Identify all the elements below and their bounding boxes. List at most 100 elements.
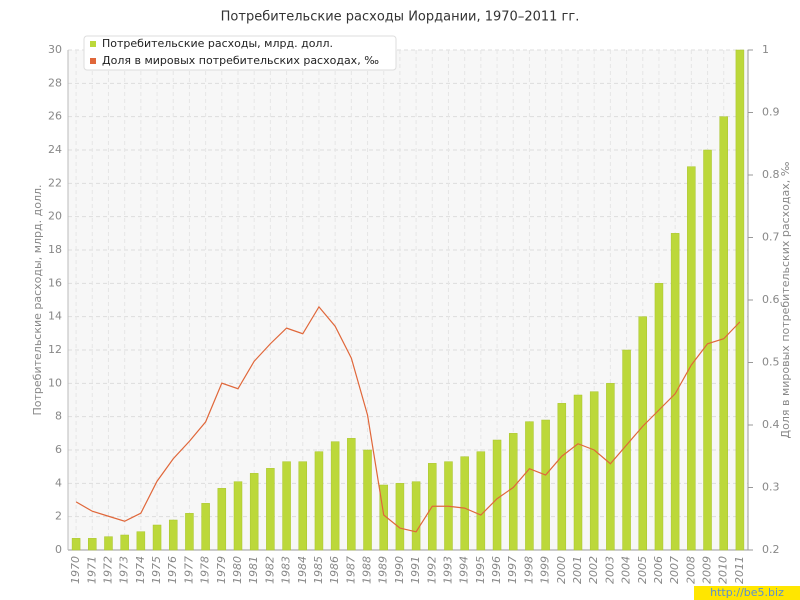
bar xyxy=(266,468,275,551)
y2-tick-label: 0.8 xyxy=(762,168,780,181)
legend-box xyxy=(83,35,397,71)
y-tick-label: 10 xyxy=(48,376,62,389)
bar xyxy=(217,488,227,551)
y-tick-label: 16 xyxy=(48,276,62,289)
x-tick-label: 1971 xyxy=(85,556,98,584)
x-tick-label: 2006 xyxy=(652,556,665,584)
x-tick-label: 2004 xyxy=(620,556,633,584)
bar xyxy=(687,166,696,551)
bar xyxy=(541,419,550,551)
x-tick-label: 1970 xyxy=(69,556,82,584)
y-tick-label: 8 xyxy=(55,410,62,423)
line xyxy=(75,305,741,533)
bar xyxy=(88,538,97,551)
x-tick-label: 2008 xyxy=(684,556,697,584)
y2-tick-label: 0.9 xyxy=(762,106,780,119)
bar xyxy=(201,503,210,551)
bar xyxy=(719,116,728,551)
bar xyxy=(168,519,178,551)
bar xyxy=(249,473,259,551)
bar xyxy=(606,383,615,551)
x-tick-label: 2010 xyxy=(717,556,730,584)
x-tick-label: 1998 xyxy=(522,556,535,584)
y-tick-label: 22 xyxy=(48,176,62,189)
y-tick-label: 2 xyxy=(55,510,62,523)
y2-tick-label: 0.7 xyxy=(762,231,780,244)
bar xyxy=(347,438,356,551)
bar xyxy=(152,524,162,551)
y2-tick-label: 0.3 xyxy=(762,481,780,494)
x-tick-label: 1989 xyxy=(377,556,390,584)
y-tick-label: 4 xyxy=(55,476,62,489)
y2-tick-label: 0.4 xyxy=(762,418,780,431)
y-axis-label: Потребительские расходы, млрд. долл. xyxy=(31,185,44,416)
bar xyxy=(703,149,712,551)
y2-tick-label: 1 xyxy=(762,43,769,56)
x-tick-label: 1981 xyxy=(247,556,260,584)
bar xyxy=(233,481,243,551)
bar xyxy=(622,349,631,551)
bar xyxy=(120,534,129,551)
x-tick-label: 1997 xyxy=(506,556,519,584)
x-tick-label: 1975 xyxy=(150,556,163,584)
bar xyxy=(395,483,405,551)
y2-axis-label: Доля в мировых потребительских расходах,… xyxy=(779,161,792,438)
x-tick-label: 1999 xyxy=(539,556,552,584)
y-tick-label: 20 xyxy=(48,210,62,223)
bar xyxy=(508,433,518,551)
x-tick-label: 1978 xyxy=(199,556,212,584)
legend-label: Потребительские расходы, млрд. долл. xyxy=(102,37,333,50)
x-tick-label: 1988 xyxy=(361,556,374,584)
chart-title: Потребительские расходы Иордании, 1970–2… xyxy=(221,10,580,25)
x-tick-label: 1985 xyxy=(312,556,325,584)
x-tick-label: 2007 xyxy=(668,556,681,584)
bar xyxy=(363,449,372,551)
legend-swatch xyxy=(90,41,96,47)
x-tick-label: 2002 xyxy=(587,556,600,584)
bar xyxy=(638,316,648,551)
x-tick-label: 1990 xyxy=(393,556,406,584)
y-tick-label: 26 xyxy=(48,110,62,123)
y-tick-label: 14 xyxy=(48,310,62,323)
x-tick-label: 1991 xyxy=(409,556,422,584)
x-tick-label: 1974 xyxy=(134,556,147,584)
x-tick-label: 1980 xyxy=(231,556,244,584)
x-tick-label: 2005 xyxy=(636,556,649,584)
bar xyxy=(314,451,324,551)
bar xyxy=(71,538,81,551)
watermark-bg xyxy=(694,586,800,600)
x-tick-label: 1984 xyxy=(296,556,309,584)
x-tick-label: 2001 xyxy=(571,556,584,584)
x-tick-label: 1986 xyxy=(328,556,341,584)
bar xyxy=(185,513,194,551)
x-tick-label: 2003 xyxy=(603,556,616,584)
bar xyxy=(557,403,567,551)
y-tick-label: 24 xyxy=(48,143,62,156)
bar xyxy=(573,394,583,551)
y2-tick-label: 0.6 xyxy=(762,293,780,306)
y2-tick-label: 0.5 xyxy=(762,356,780,369)
x-tick-label: 1995 xyxy=(474,556,487,584)
legend-label: Доля в мировых потребительских расходах,… xyxy=(102,54,379,67)
x-tick-label: 2011 xyxy=(733,556,746,584)
bar xyxy=(492,439,502,551)
bar xyxy=(298,461,308,551)
y-tick-label: 30 xyxy=(48,43,62,56)
x-tick-label: 1982 xyxy=(263,556,276,584)
x-tick-label: 1987 xyxy=(344,556,357,584)
x-tick-label: 1972 xyxy=(101,556,114,584)
y-tick-label: 28 xyxy=(48,76,62,89)
y-tick-label: 18 xyxy=(48,243,62,256)
watermark: http://be5.biz xyxy=(710,586,784,599)
bar xyxy=(136,531,146,551)
bar xyxy=(411,481,421,551)
x-tick-label: 1993 xyxy=(441,556,454,584)
bar xyxy=(589,391,599,551)
x-tick-label: 1977 xyxy=(182,556,195,584)
bar xyxy=(525,421,534,551)
y-tick-label: 0 xyxy=(55,543,62,556)
bar xyxy=(460,456,469,551)
bar xyxy=(654,283,664,551)
y-tick-label: 6 xyxy=(55,443,62,456)
